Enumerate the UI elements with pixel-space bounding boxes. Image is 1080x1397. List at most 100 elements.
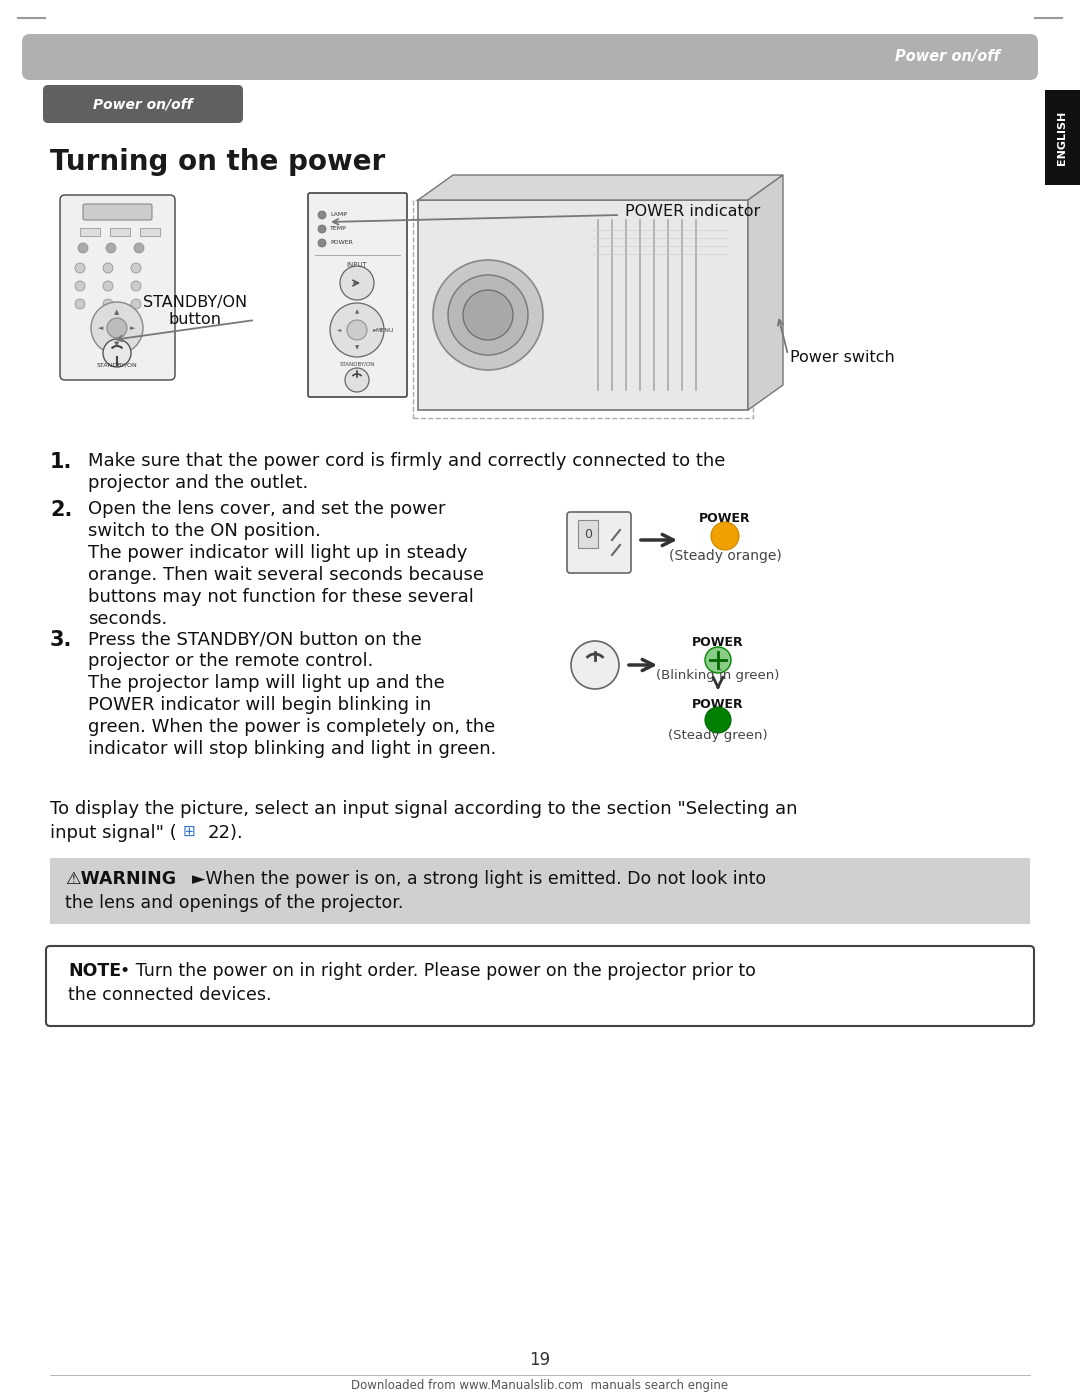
Text: green. When the power is completely on, the: green. When the power is completely on, … — [87, 718, 496, 736]
Bar — [110, 228, 130, 236]
Text: ►When the power is on, a strong light is emitted. Do not look into: ►When the power is on, a strong light is… — [192, 870, 766, 888]
Circle shape — [75, 299, 85, 309]
Text: switch to the ON position.: switch to the ON position. — [87, 522, 321, 541]
FancyBboxPatch shape — [83, 204, 152, 219]
Text: ◄: ◄ — [337, 327, 341, 332]
Polygon shape — [748, 175, 783, 409]
Text: ▼: ▼ — [114, 341, 120, 346]
Circle shape — [131, 263, 141, 272]
Bar — [140, 228, 160, 236]
FancyBboxPatch shape — [46, 946, 1034, 1025]
Circle shape — [347, 320, 367, 339]
Text: TEMP: TEMP — [330, 226, 347, 232]
Bar — [50, 858, 1030, 923]
Circle shape — [131, 281, 141, 291]
Text: ◄: ◄ — [98, 326, 104, 331]
Circle shape — [463, 291, 513, 339]
Text: LAMP: LAMP — [330, 212, 347, 218]
Text: ENGLISH: ENGLISH — [1057, 110, 1067, 165]
Text: 3.: 3. — [50, 630, 72, 650]
Text: Power switch: Power switch — [789, 351, 894, 366]
Text: POWER: POWER — [699, 511, 751, 524]
Text: (Blinking in green): (Blinking in green) — [657, 669, 780, 682]
Text: ▲: ▲ — [355, 310, 360, 314]
Text: the connected devices.: the connected devices. — [68, 986, 271, 1004]
Circle shape — [75, 263, 85, 272]
Text: indicator will stop blinking and light in green.: indicator will stop blinking and light i… — [87, 740, 497, 759]
Text: orange. Then wait several seconds because: orange. Then wait several seconds becaus… — [87, 566, 484, 584]
Text: 19: 19 — [529, 1351, 551, 1369]
Circle shape — [107, 319, 127, 338]
Text: projector and the outlet.: projector and the outlet. — [87, 474, 308, 492]
Text: STANDBY/ON: STANDBY/ON — [143, 295, 247, 310]
Text: Power on/off: Power on/off — [93, 96, 193, 110]
Text: POWER: POWER — [692, 698, 744, 711]
Circle shape — [433, 260, 543, 370]
Bar — [1045, 89, 1080, 184]
Circle shape — [106, 243, 116, 253]
Circle shape — [103, 263, 113, 272]
Text: Downloaded from www.Manualslib.com  manuals search engine: Downloaded from www.Manualslib.com manua… — [351, 1379, 729, 1391]
Circle shape — [340, 265, 374, 300]
Circle shape — [318, 239, 326, 247]
Text: • Turn the power on in right order. Please power on the projector prior to: • Turn the power on in right order. Plea… — [120, 963, 756, 981]
Text: To display the picture, select an input signal according to the section "Selecti: To display the picture, select an input … — [50, 800, 797, 819]
Circle shape — [345, 367, 369, 393]
FancyBboxPatch shape — [567, 511, 631, 573]
Text: projector or the remote control.: projector or the remote control. — [87, 652, 374, 671]
Text: 1.: 1. — [50, 453, 72, 472]
Text: MENU: MENU — [375, 327, 393, 332]
Text: the lens and openings of the projector.: the lens and openings of the projector. — [65, 894, 403, 912]
Text: (Steady green): (Steady green) — [669, 729, 768, 742]
Text: POWER: POWER — [330, 240, 353, 246]
Text: Turning on the power: Turning on the power — [50, 148, 386, 176]
Text: The projector lamp will light up and the: The projector lamp will light up and the — [87, 673, 445, 692]
Circle shape — [705, 647, 731, 673]
Polygon shape — [418, 175, 783, 200]
Circle shape — [131, 299, 141, 309]
Text: seconds.: seconds. — [87, 610, 167, 629]
Bar — [578, 520, 598, 548]
Circle shape — [711, 522, 739, 550]
Text: (Steady orange): (Steady orange) — [669, 549, 781, 563]
Text: ►: ► — [373, 327, 377, 332]
Circle shape — [91, 302, 143, 353]
Text: POWER: POWER — [692, 637, 744, 650]
Text: buttons may not function for these several: buttons may not function for these sever… — [87, 588, 474, 606]
FancyBboxPatch shape — [43, 85, 243, 123]
Text: Open the lens cover, and set the power: Open the lens cover, and set the power — [87, 500, 446, 518]
Polygon shape — [418, 200, 748, 409]
FancyBboxPatch shape — [22, 34, 1038, 80]
Text: Press the STANDBY/ON button on the: Press the STANDBY/ON button on the — [87, 630, 422, 648]
Text: STANDBY/ON: STANDBY/ON — [96, 362, 137, 367]
Circle shape — [330, 303, 384, 358]
Bar — [80, 228, 100, 236]
Circle shape — [318, 225, 326, 233]
Text: The power indicator will light up in steady: The power indicator will light up in ste… — [87, 543, 468, 562]
Text: INPUT: INPUT — [347, 263, 367, 268]
Text: ⊞: ⊞ — [183, 824, 195, 840]
Text: button: button — [168, 313, 221, 327]
Circle shape — [705, 707, 731, 733]
Circle shape — [103, 299, 113, 309]
Text: ⚠WARNING: ⚠WARNING — [65, 870, 176, 888]
Text: 0: 0 — [584, 528, 592, 542]
Circle shape — [78, 243, 87, 253]
Text: 22).: 22). — [208, 824, 244, 842]
Text: STANDBY/ON: STANDBY/ON — [339, 360, 375, 366]
Text: ▲: ▲ — [114, 309, 120, 314]
Circle shape — [75, 281, 85, 291]
FancyBboxPatch shape — [60, 196, 175, 380]
Text: input signal" (: input signal" ( — [50, 824, 177, 842]
Text: 2.: 2. — [50, 500, 72, 520]
Text: NOTE: NOTE — [68, 963, 121, 981]
Text: ►: ► — [131, 326, 136, 331]
Circle shape — [103, 281, 113, 291]
Text: POWER indicator: POWER indicator — [625, 204, 760, 219]
Text: Make sure that the power cord is firmly and correctly connected to the: Make sure that the power cord is firmly … — [87, 453, 726, 469]
Circle shape — [134, 243, 144, 253]
Circle shape — [318, 211, 326, 219]
Text: ▼: ▼ — [355, 345, 360, 351]
Text: POWER indicator will begin blinking in: POWER indicator will begin blinking in — [87, 696, 431, 714]
Circle shape — [103, 339, 131, 367]
